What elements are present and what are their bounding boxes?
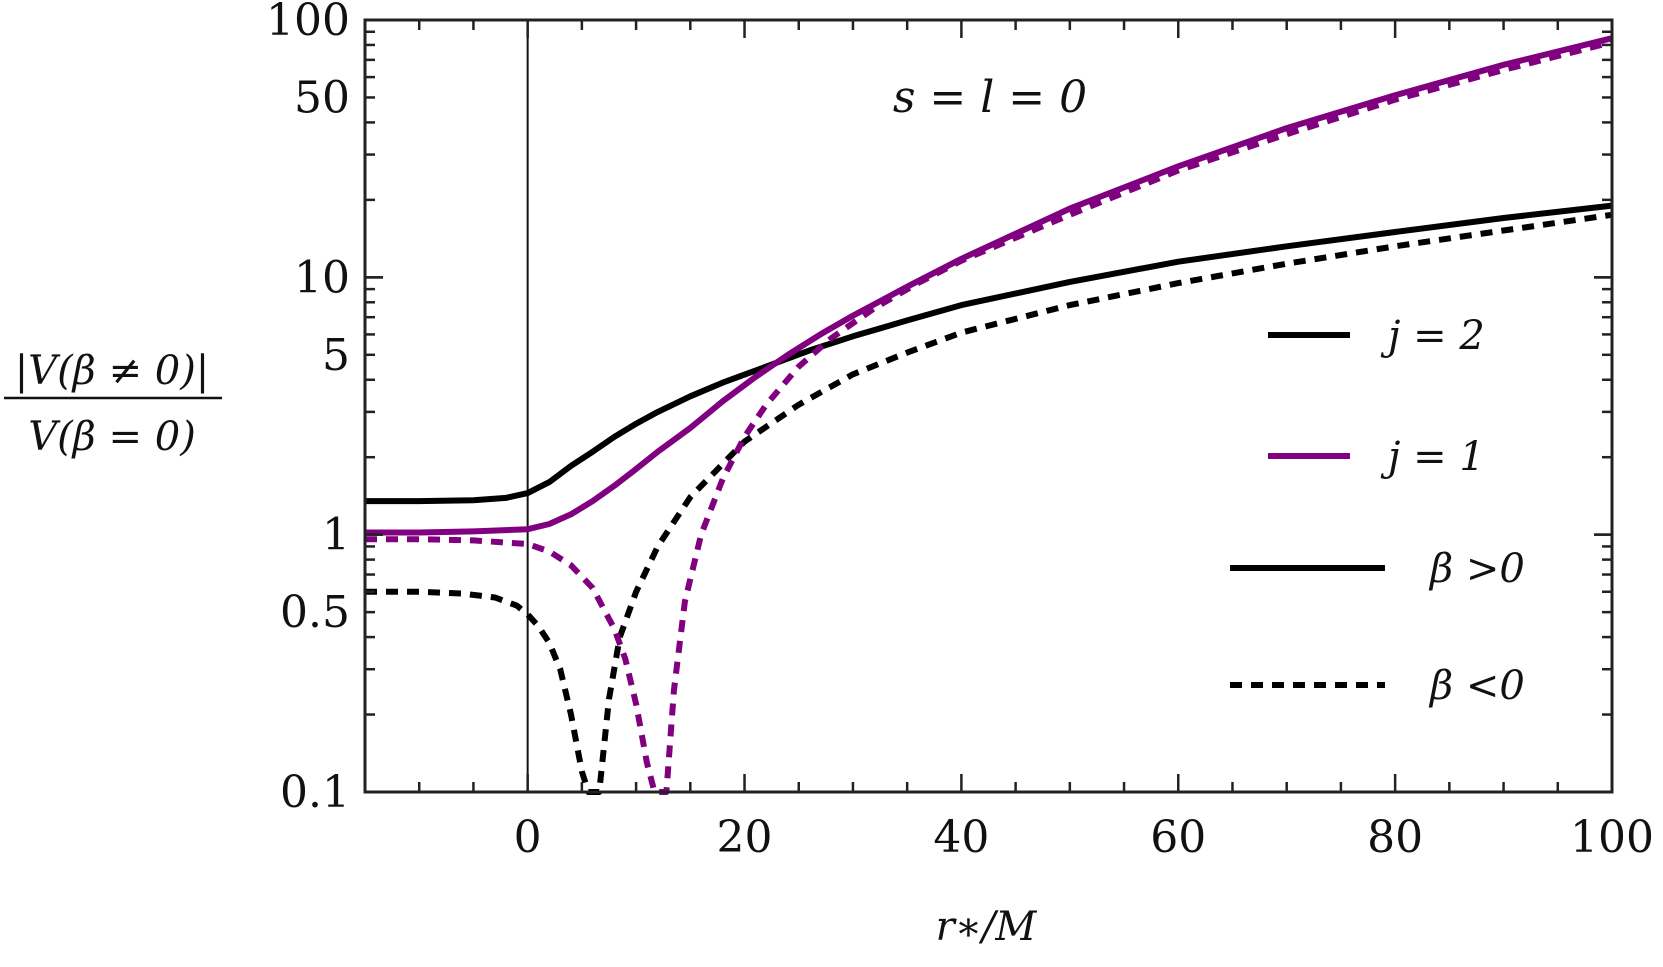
plot-frame (363, 18, 1614, 794)
y-axis-label: |V(β ≠ 0)| V(β = 0) (4, 348, 222, 460)
x-tick-label: 40 (933, 812, 989, 863)
legend-label-1: j = 2 (1380, 313, 1485, 359)
axis-ticks (365, 18, 1614, 794)
x-tick-label: 100 (1570, 812, 1654, 863)
y-tick-label: 0.1 (280, 767, 350, 818)
annotation: s = l = 0 (893, 72, 1087, 123)
y-axis-label-denominator: V(β = 0) (28, 414, 196, 460)
legend-label-2: j = 1 (1380, 434, 1485, 480)
y-tick-label: 1 (322, 510, 350, 561)
series-line-2 (365, 35, 1613, 536)
x-tick-label: 80 (1367, 812, 1423, 863)
legend: j = 2 j = 1 β >0 β <0 (1230, 313, 1525, 709)
legend-label-3: β >0 (1428, 546, 1525, 592)
legend-label-4: β <0 (1428, 663, 1525, 709)
series-line-1 (365, 202, 1613, 505)
x-tick-label: 0 (514, 812, 542, 863)
y-axis-label-numerator: |V(β ≠ 0)| (15, 348, 210, 394)
y-tick-label: 100 (266, 0, 350, 46)
x-tick-label: 20 (717, 812, 773, 863)
y-tick-label: 0.5 (280, 587, 350, 638)
tick-labels: 0 20 40 60 80 100 0.1 0.5 1 5 10 50 100 (266, 0, 1654, 863)
x-axis-label: r∗/M (936, 904, 1038, 950)
y-tick-label: 10 (294, 252, 350, 303)
plot-marks (365, 20, 1613, 795)
series-line-4 (365, 39, 1613, 795)
y-tick-label: 5 (322, 330, 350, 381)
y-tick-label: 50 (294, 72, 350, 123)
x-tick-label: 60 (1150, 812, 1206, 863)
